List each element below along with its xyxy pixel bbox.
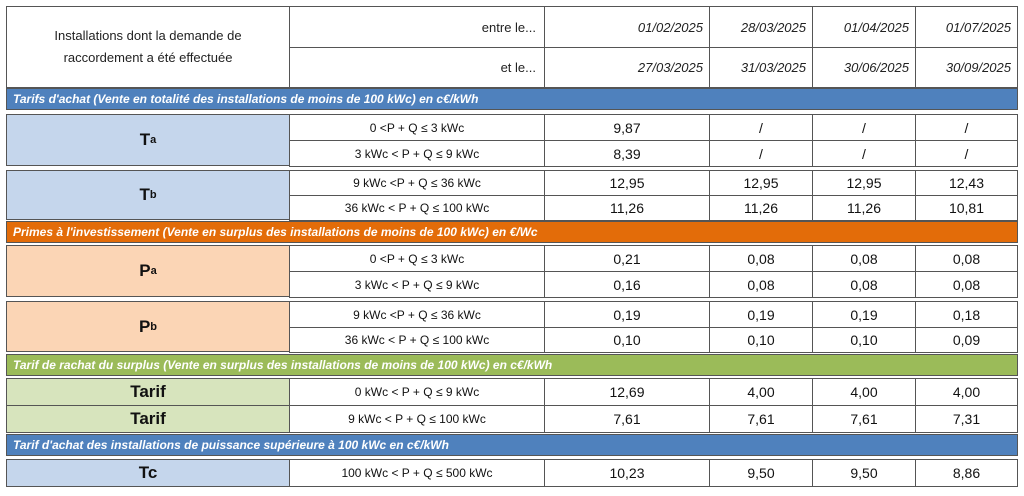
row-9-value-3: 4,00 [812,378,916,406]
period-4-start: 01/07/2025 [915,6,1018,48]
row-9-value-2: 4,00 [709,378,813,406]
row-7-value-2: 0,19 [709,301,813,328]
row-1-value-2: / [709,114,813,141]
row-8-value-4: 0,09 [915,327,1018,353]
header-description: Installations dont la demande de raccord… [6,6,290,88]
row-2-value-3: / [812,140,916,167]
row-10-value-3: 7,61 [812,405,916,433]
row-11-condition: 100 kWc < P + Q ≤ 500 kWc [289,459,545,487]
group-pa-letter: P [139,261,151,280]
period-2-start: 28/03/2025 [709,6,813,48]
row-2-value-1: 8,39 [544,140,710,167]
row-5-condition: 0 <P + Q ≤ 3 kWc [289,245,545,272]
section-superieure: Tarif d'achat des installations de puiss… [6,434,1018,456]
row-3-value-1: 12,95 [544,170,710,196]
row-1-condition: 0 <P + Q ≤ 3 kWc [289,114,545,141]
row-11-value-3: 9,50 [812,459,916,487]
row-6-value-4: 0,08 [915,271,1018,298]
period-1-start: 01/02/2025 [544,6,710,48]
period-4-end: 30/09/2025 [915,47,1018,88]
row-2-condition: 3 kWc < P + Q ≤ 9 kWc [289,140,545,167]
row-3-value-2: 12,95 [709,170,813,196]
row-4-value-1: 11,26 [544,195,710,221]
row-10-value-4: 7,31 [915,405,1018,433]
group-tb-letter: T [139,185,150,204]
row-8-value-1: 0,10 [544,327,710,353]
row-11-value-2: 9,50 [709,459,813,487]
row-1-value-3: / [812,114,916,141]
row-7-condition: 9 kWc <P + Q ≤ 36 kWc [289,301,545,328]
row-6-value-2: 0,08 [709,271,813,298]
row-10-condition: 9 kWc < P + Q ≤ 100 kWc [289,405,545,433]
section-rachat-surplus: Tarif de rachat du surplus (Vente en sur… [6,354,1018,376]
row-6-value-3: 0,08 [812,271,916,298]
period-1-end: 27/03/2025 [544,47,710,88]
row-1-value-4: / [915,114,1018,141]
group-ta-letter: T [139,130,151,149]
group-tb-sub: b [149,189,157,201]
between-label: entre le... [289,6,545,48]
row-9-value-4: 4,00 [915,378,1018,406]
row-5-value-2: 0,08 [709,245,813,272]
row-5-value-1: 0,21 [544,245,710,272]
row-7-value-3: 0,19 [812,301,916,328]
row-3-condition: 9 kWc <P + Q ≤ 36 kWc [289,170,545,196]
row-11-value-4: 8,86 [915,459,1018,487]
row-4-condition: 36 kWc < P + Q ≤ 100 kWc [289,195,545,221]
row-4-value-3: 11,26 [812,195,916,221]
row-6-condition: 3 kWc < P + Q ≤ 9 kWc [289,271,545,298]
period-3-end: 30/06/2025 [812,47,916,88]
row-2-value-2: / [709,140,813,167]
period-3-start: 01/04/2025 [812,6,916,48]
row-9-value-1: 12,69 [544,378,710,406]
row-7-value-1: 0,19 [544,301,710,328]
row-3-value-4: 12,43 [915,170,1018,196]
row-5-value-4: 0,08 [915,245,1018,272]
row-4-value-2: 11,26 [709,195,813,221]
header-description-text: Installations dont la demande de raccord… [54,28,242,65]
row-6-value-1: 0,16 [544,271,710,298]
group-tarif-1-label: Tarif [6,378,290,406]
row-8-value-3: 0,10 [812,327,916,353]
group-pb-sub: b [150,320,158,333]
group-tarif-2-label: Tarif [6,405,290,433]
row-2-value-4: / [915,140,1018,167]
group-pa-sub: a [150,265,157,277]
row-8-value-2: 0,10 [709,327,813,353]
group-tc-label: Tc [6,459,290,487]
row-5-value-3: 0,08 [812,245,916,272]
group-ta-sub: a [150,134,157,146]
section-tarifs-achat: Tarifs d'achat (Vente en totalité des in… [6,88,1018,110]
and-label: et le... [289,47,545,88]
period-2-end: 31/03/2025 [709,47,813,88]
row-10-value-1: 7,61 [544,405,710,433]
row-10-value-2: 7,61 [709,405,813,433]
row-4-value-4: 10,81 [915,195,1018,221]
row-3-value-3: 12,95 [812,170,916,196]
row-8-condition: 36 kWc < P + Q ≤ 100 kWc [289,327,545,353]
row-9-condition: 0 kWc < P + Q ≤ 9 kWc [289,378,545,406]
row-7-value-4: 0,18 [915,301,1018,328]
group-pb-letter: P [138,316,151,336]
row-11-value-1: 10,23 [544,459,710,487]
section-primes: Primes à l'investissement (Vente en surp… [6,221,1018,243]
row-1-value-1: 9,87 [544,114,710,141]
